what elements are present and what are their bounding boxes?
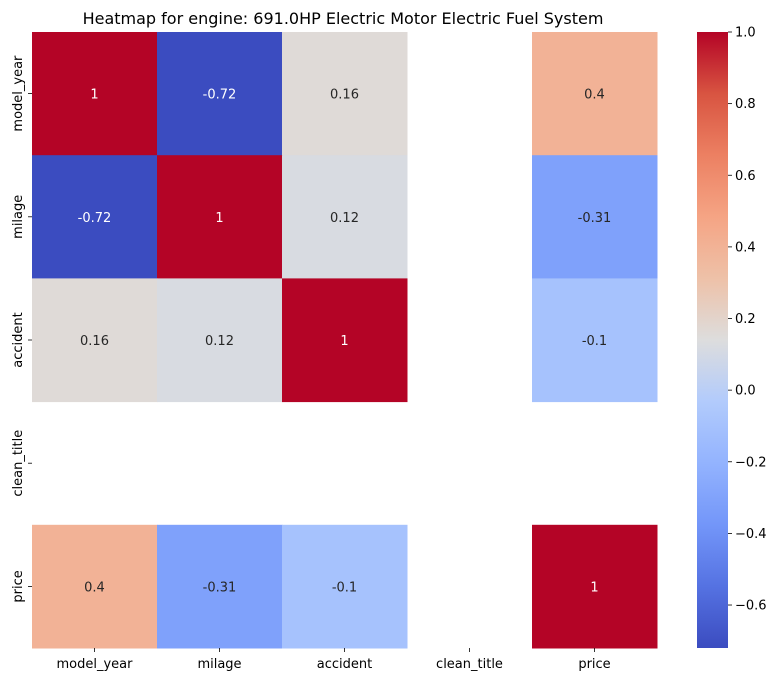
cell-annotation: -0.31 bbox=[578, 211, 612, 226]
heatmap-cells bbox=[32, 32, 658, 649]
cell-annotation: 0.12 bbox=[330, 211, 359, 226]
heatmap-cell bbox=[282, 155, 408, 279]
x-tick-label: price bbox=[578, 657, 610, 672]
colorbar-tick-label: 0.6 bbox=[735, 169, 756, 184]
x-tick-label: milage bbox=[197, 657, 241, 672]
x-tick-label: clean_title bbox=[436, 657, 503, 672]
chart-title: Heatmap for engine: 691.0HP Electric Mot… bbox=[83, 9, 604, 28]
cell-annotation: 1 bbox=[590, 580, 598, 595]
x-tick-label: accident bbox=[317, 657, 372, 672]
colorbar-tick-label: 0.2 bbox=[735, 312, 756, 327]
heatmap-cell bbox=[32, 32, 158, 156]
heatmap-cell bbox=[282, 32, 408, 156]
y-tick-label: accident bbox=[11, 312, 26, 367]
colorbar: 1.0 0.8 0.6 0.4 0.2 0.0 −0.2 −0.4 −0.6 bbox=[697, 26, 767, 648]
heatmap-cell bbox=[532, 278, 658, 403]
colorbar-tick-label: 0.4 bbox=[735, 240, 756, 255]
colorbar-tick-label: −0.4 bbox=[735, 527, 767, 542]
cell-annotation: 0.4 bbox=[84, 580, 105, 595]
heatmap-cell bbox=[532, 524, 658, 649]
y-tick-label: milage bbox=[11, 195, 26, 239]
cell-annotation: -0.1 bbox=[582, 334, 607, 349]
cell-annotation: 1 bbox=[340, 334, 348, 349]
cell-annotation: 0.16 bbox=[80, 334, 109, 349]
cell-annotation: -0.1 bbox=[332, 580, 357, 595]
heatmap-cell bbox=[157, 524, 283, 649]
heatmap-cell bbox=[32, 278, 158, 403]
colorbar-tick-label: 0.8 bbox=[735, 97, 756, 112]
heatmap-cell bbox=[157, 32, 283, 156]
cell-annotation: -0.31 bbox=[203, 580, 237, 595]
heatmap-cell bbox=[157, 278, 283, 403]
cell-annotation: 0.12 bbox=[205, 334, 234, 349]
heatmap-cell bbox=[532, 32, 658, 156]
cell-annotations: 1 -0.72 0.16 0.4 -0.72 1 0.12 -0.31 0.16 0.12 1 -0.… bbox=[78, 88, 612, 596]
heatmap-cell bbox=[282, 278, 408, 403]
colorbar-gradient bbox=[697, 32, 728, 648]
colorbar-tick-label: 1.0 bbox=[735, 26, 756, 41]
heatmap-cell bbox=[157, 155, 283, 279]
heatmap-cell bbox=[32, 155, 158, 279]
cell-annotation: 1 bbox=[90, 88, 98, 103]
cell-annotation: -0.72 bbox=[78, 211, 112, 226]
heatmap-cell bbox=[532, 155, 658, 279]
cell-annotation: 1 bbox=[215, 211, 223, 226]
y-tick-label: model_year bbox=[11, 55, 26, 132]
cell-annotation: 0.4 bbox=[584, 88, 605, 103]
heatmap-cell bbox=[282, 524, 408, 649]
colorbar-tick-label: −0.2 bbox=[735, 455, 767, 470]
x-tick-label: model_year bbox=[57, 657, 134, 672]
colorbar-tick-label: 0.0 bbox=[735, 384, 756, 399]
y-tick-label: price bbox=[11, 570, 26, 602]
colorbar-tick-label: −0.6 bbox=[735, 599, 767, 614]
cell-annotation: -0.72 bbox=[203, 88, 237, 103]
x-axis: model_year milage accident clean_title price bbox=[57, 648, 611, 672]
heatmap-cell bbox=[32, 524, 158, 649]
cell-annotation: 0.16 bbox=[330, 88, 359, 103]
y-tick-label: clean_title bbox=[11, 430, 26, 497]
